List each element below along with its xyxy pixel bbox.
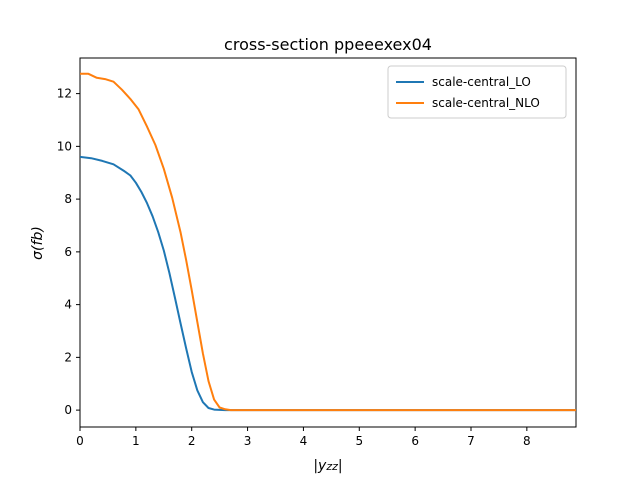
x-tick-label: 0 (76, 434, 84, 448)
x-tick-label: 8 (523, 434, 531, 448)
y-tick-label: 8 (64, 192, 72, 206)
plot-area (79, 57, 577, 428)
series-layer (80, 72, 576, 412)
legend-box (387, 65, 567, 119)
x-tick-label: 7 (467, 434, 475, 448)
x-tick-label: 4 (300, 434, 308, 448)
x-tick-label: 5 (355, 434, 363, 448)
y-tick-label: 2 (64, 350, 72, 364)
y-axis-label: σ(fb) (30, 226, 46, 260)
x-axis-label: |yzz| (313, 458, 342, 474)
x-axis: 0 1 2 3 4 5 6 7 8 (76, 427, 531, 448)
y-tick-label: 12 (57, 87, 72, 101)
x-tick-label: 6 (411, 434, 419, 448)
y-tick-label: 6 (64, 245, 72, 259)
y-tick-label: 4 (64, 298, 72, 312)
chart-title: cross-section ppeeexex04 (224, 35, 432, 54)
y-tick-label: 0 (64, 403, 72, 417)
plot-frame (79, 57, 577, 428)
x-tick-label: 1 (132, 434, 140, 448)
y-axis: 0 2 4 6 8 10 12 (57, 87, 80, 417)
series-line-1 (80, 72, 576, 412)
y-tick-label: 10 (57, 139, 72, 153)
legend-label-1: scale-central_NLO (432, 96, 540, 110)
legend: scale-central_LO scale-central_NLO (387, 65, 567, 119)
legend-label-0: scale-central_LO (432, 75, 531, 89)
x-tick-label: 3 (244, 434, 252, 448)
x-tick-label: 2 (188, 434, 196, 448)
